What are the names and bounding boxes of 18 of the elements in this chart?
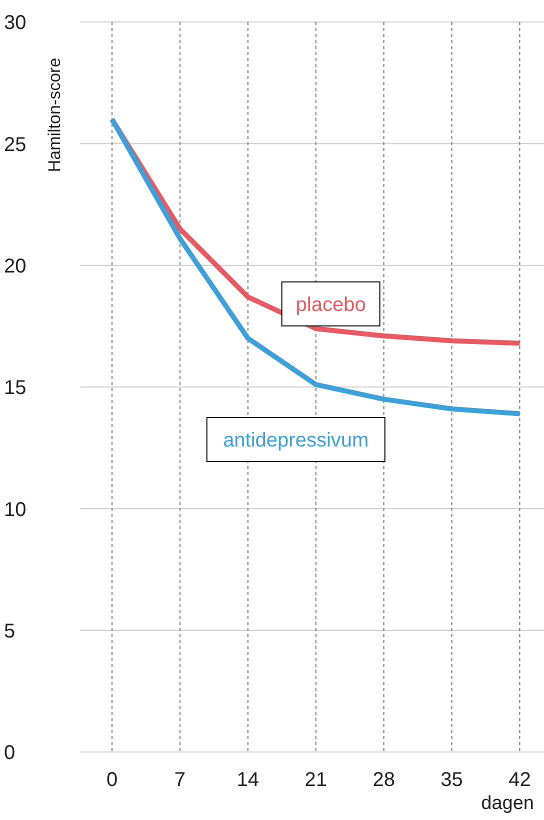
y-tick-label: 30 — [4, 12, 26, 34]
x-tick-label: 14 — [236, 769, 260, 792]
x-tick-label: 21 — [304, 769, 328, 792]
x-tick-label: 42 — [508, 769, 531, 792]
x-tick-label: 35 — [440, 769, 463, 792]
y-tick-label: 5 — [4, 620, 16, 642]
x-tick-label: 28 — [372, 769, 395, 792]
series-label: placebo — [296, 294, 366, 316]
x-tick-label: 0 — [106, 769, 118, 792]
y-tick-label: 15 — [4, 377, 26, 400]
x-axis-title: dagen — [481, 793, 534, 815]
y-tick-label: 10 — [4, 498, 26, 521]
y-tick-label: 0 — [4, 742, 16, 764]
y-tick-label: 20 — [4, 255, 26, 278]
y-axis-title: Hamilton-score — [45, 58, 65, 172]
series-label: antidepressivum — [223, 430, 369, 452]
y-tick-label: 25 — [4, 134, 26, 156]
x-tick-label: 7 — [174, 769, 186, 792]
